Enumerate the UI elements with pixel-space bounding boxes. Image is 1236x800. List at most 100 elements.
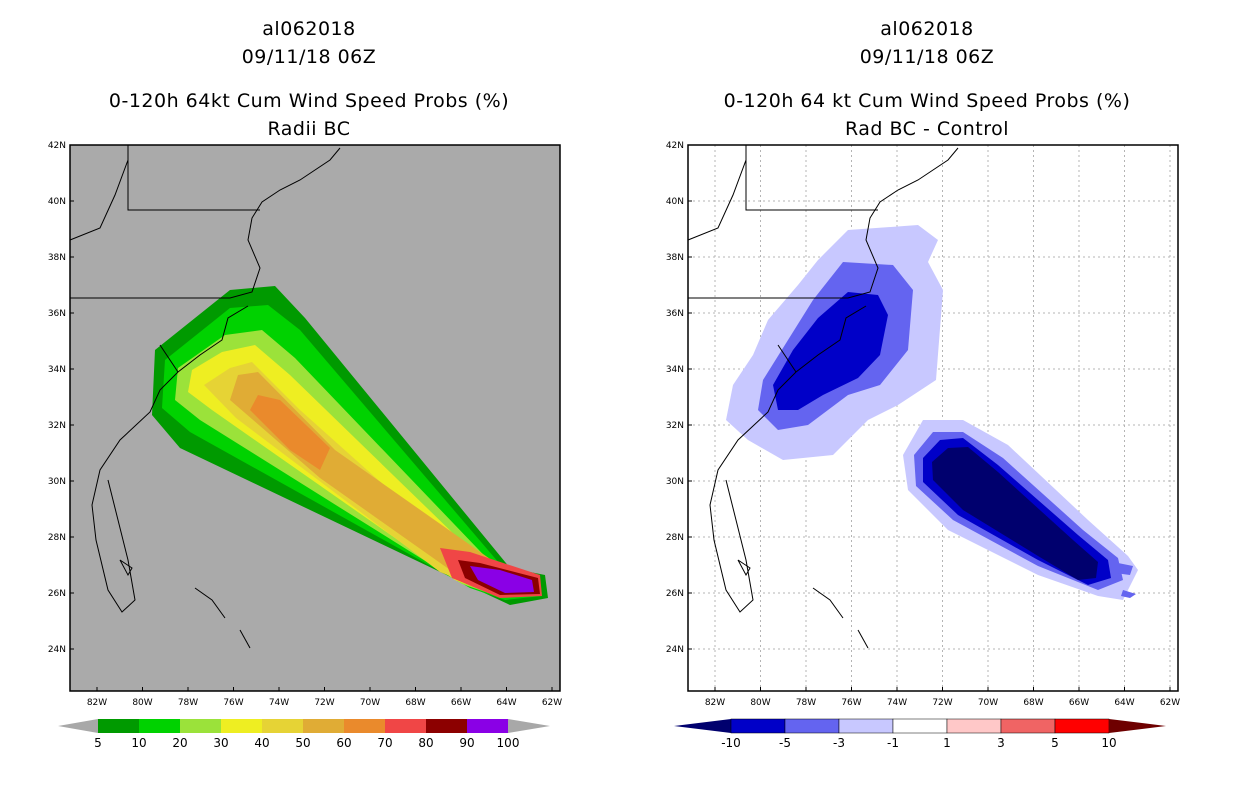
right-colorbar-segment: [1054, 718, 1110, 734]
right-lat-label: 32N: [666, 421, 684, 431]
left-colorbar-label: 90: [459, 736, 474, 750]
right-subtitle: Rad BC - Control: [844, 118, 1010, 140]
left-lat-label: 34N: [48, 365, 66, 375]
right-colorbar-label: -1: [887, 736, 899, 750]
right-lon-label: 72W: [932, 698, 952, 708]
left-lon-label: 80W: [132, 698, 152, 708]
right-lon-label: 66W: [1069, 698, 1089, 708]
right-lon-label: 70W: [978, 698, 998, 708]
left-lat-label: 40N: [48, 197, 66, 207]
left-colorbar-segment: [139, 719, 180, 733]
right-colorbar-label: 3: [997, 736, 1005, 750]
right-colorbar-label: 10: [1101, 736, 1116, 750]
right-colorbar-segment: [784, 718, 840, 734]
right-lon-label: 62W: [1160, 698, 1180, 708]
left-colorbar-label: 70: [377, 736, 392, 750]
left-colorbar-label: 5: [94, 736, 102, 750]
left-lat-label: 36N: [48, 309, 66, 319]
right-difference-field: [726, 225, 1138, 600]
left-subtitle: Radii BC: [267, 118, 351, 140]
right-coastlines: [687, 145, 959, 649]
left-colorbar-segment: [426, 719, 467, 733]
left-lon-label: 78W: [178, 698, 198, 708]
left-lon-label: 82W: [87, 698, 107, 708]
left-colorbar: 5 10 20 30 40 50 60 70 80 90 100: [58, 719, 550, 750]
left-coastlines: [69, 145, 341, 649]
left-lat-label: 26N: [48, 589, 66, 599]
left-colorbar-arrow-low: [58, 719, 98, 733]
right-lat-label: 42N: [666, 141, 684, 151]
left-colorbar-arrow-high: [508, 719, 550, 733]
left-lat-label: 30N: [48, 477, 66, 487]
left-colorbar-label: 10: [131, 736, 146, 750]
right-colorbar: -10 -5 -3 -1 1 3 5 10: [674, 718, 1166, 750]
left-lon-label: 62W: [542, 698, 562, 708]
left-lat-label: 38N: [48, 253, 66, 263]
left-colorbar-label: 80: [418, 736, 433, 750]
right-lon-label: 82W: [705, 698, 725, 708]
right-axis-labels: 42N 40N 38N 36N 34N 32N 30N 28N 26N 24N 82W 80W 78W 7…: [666, 141, 1180, 708]
right-colorbar-segment: [892, 718, 948, 734]
left-colorbar-segment: [262, 719, 303, 733]
right-lon-label: 68W: [1023, 698, 1043, 708]
left-datetime: 09/11/18 06Z: [241, 46, 377, 68]
left-storm-id: al062018: [262, 18, 356, 40]
right-lon-label: 80W: [750, 698, 770, 708]
left-colorbar-segment: [303, 719, 344, 733]
left-colorbar-segment: [385, 719, 426, 733]
right-colorbar-segment: [838, 718, 894, 734]
right-map-frame: [687, 144, 1179, 692]
right-colorbar-segment: [946, 718, 1002, 734]
right-lon-label: 64W: [1114, 698, 1134, 708]
left-colorbar-segment: [221, 719, 262, 733]
right-colorbar-arrow-high: [1109, 719, 1166, 733]
right-colorbar-label: 1: [943, 736, 951, 750]
right-colorbar-label: -3: [833, 736, 845, 750]
left-colorbar-label: 40: [254, 736, 269, 750]
left-colorbar-segment: [180, 719, 221, 733]
left-lon-label: 68W: [405, 698, 425, 708]
right-colorbar-segment: [1000, 718, 1056, 734]
left-lat-label: 24N: [48, 645, 66, 655]
left-colorbar-label: 30: [213, 736, 228, 750]
left-lon-label: 70W: [360, 698, 380, 708]
right-colorbar-label: -5: [779, 736, 791, 750]
right-colorbar-arrow-low: [674, 719, 731, 733]
right-title: 0-120h 64 kt Cum Wind Speed Probs (%): [723, 90, 1131, 112]
left-colorbar-label: 100: [497, 736, 520, 750]
left-map-frame: [69, 144, 561, 692]
left-map: 42N 40N 38N 36N 34N 32N 30N 28N 26N 24N 82W 80W 78W 7…: [48, 141, 562, 750]
left-lat-label: 32N: [48, 421, 66, 431]
right-panel: al062018 09/11/18 06Z 0-120h 64 kt Cum W…: [618, 0, 1236, 800]
right-lat-label: 38N: [666, 253, 684, 263]
right-colorbar-label: 5: [1051, 736, 1059, 750]
right-map: 42N 40N 38N 36N 34N 32N 30N 28N 26N 24N 82W 80W 78W 7…: [666, 141, 1180, 750]
right-lon-label: 74W: [887, 698, 907, 708]
right-lon-label: 76W: [841, 698, 861, 708]
right-lat-label: 28N: [666, 533, 684, 543]
left-panel: al062018 09/11/18 06Z 0-120h 64kt Cum Wi…: [48, 18, 562, 750]
right-lon-label: 78W: [796, 698, 816, 708]
right-lat-label: 30N: [666, 477, 684, 487]
left-colorbar-segment: [467, 719, 508, 733]
right-lat-label: 36N: [666, 309, 684, 319]
right-lat-label: 34N: [666, 365, 684, 375]
left-title: 0-120h 64kt Cum Wind Speed Probs (%): [108, 90, 510, 112]
left-axis-labels: 42N 40N 38N 36N 34N 32N 30N 28N 26N 24N 82W 80W 78W 7…: [48, 141, 562, 708]
left-lat-label: 42N: [48, 141, 66, 151]
left-lon-label: 76W: [223, 698, 243, 708]
right-storm-id: al062018: [880, 18, 974, 40]
left-colorbar-segment: [344, 719, 385, 733]
left-colorbar-label: 60: [336, 736, 351, 750]
left-lon-label: 74W: [269, 698, 289, 708]
left-lat-label: 28N: [48, 533, 66, 543]
left-colorbar-label: 20: [172, 736, 187, 750]
left-lon-label: 72W: [314, 698, 334, 708]
right-lat-label: 40N: [666, 197, 684, 207]
left-colorbar-segment: [98, 719, 139, 733]
right-colorbar-segment: [730, 718, 786, 734]
right-datetime: 09/11/18 06Z: [859, 46, 995, 68]
left-probability-swath: [152, 286, 548, 605]
left-lon-label: 66W: [451, 698, 471, 708]
right-colorbar-label: -10: [721, 736, 741, 750]
